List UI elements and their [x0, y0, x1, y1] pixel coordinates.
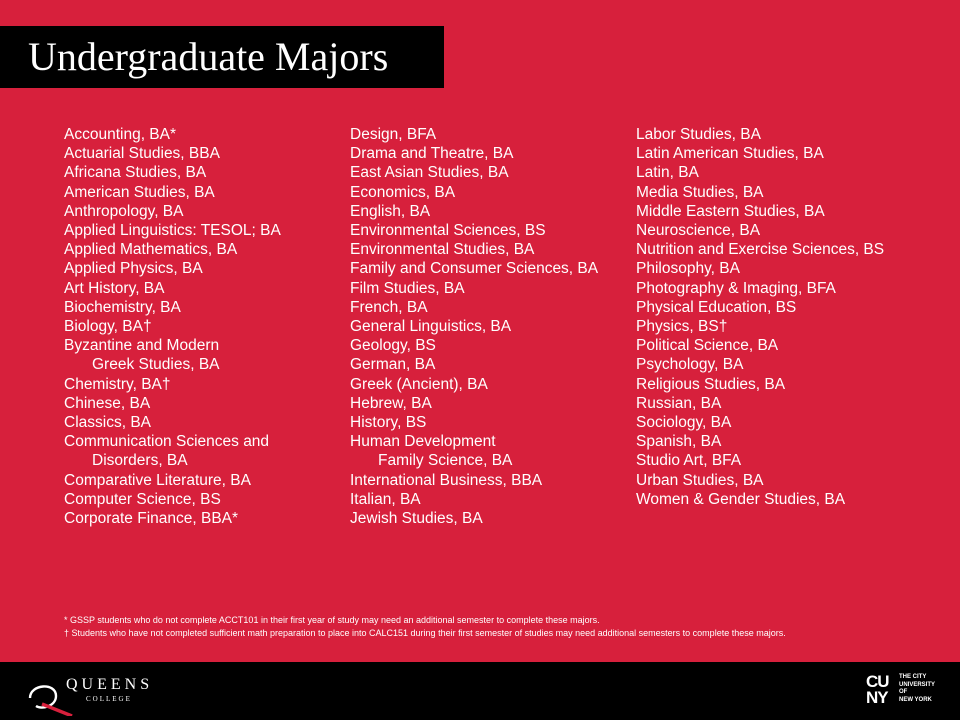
major-item: Africana Studies, BA — [64, 164, 207, 182]
majors-column-3: Labor Studies, BA Latin American Studies,… — [636, 125, 884, 509]
major-item: International Business, BBA — [350, 471, 543, 489]
page-title: Undergraduate Majors — [28, 34, 389, 79]
major-item: Nutrition and Exercise Sciences, BS — [636, 241, 885, 259]
major-item: Applied Mathematics, BA — [64, 241, 238, 259]
q-swash-icon — [28, 685, 73, 716]
major-item: German, BA — [350, 356, 436, 374]
major-item: General Linguistics, BA — [350, 318, 512, 336]
slide: Undergraduate Majors Accounting, BA* Actu… — [0, 0, 960, 662]
major-item: Comparative Literature, BA — [64, 471, 251, 489]
major-item: Economics, BA — [350, 183, 456, 201]
major-item: Biology, BA† — [64, 318, 152, 336]
major-item: Chinese, BA — [64, 394, 151, 412]
cuny-text-line: NEW YORK — [899, 696, 932, 703]
cuny-text-line: OF — [899, 689, 908, 695]
major-item: Women & Gender Studies, BA — [636, 490, 846, 508]
major-item: Hebrew, BA — [350, 394, 432, 412]
major-item-continuation: Disorders, BA — [92, 452, 188, 470]
cuny-logo: CU NY THE CITY UNIVERSITY OF NEW YORK — [866, 672, 956, 710]
major-item: Corporate Finance, BBA* — [64, 510, 239, 528]
major-item: Physical Education, BS — [636, 298, 797, 316]
major-item: Design, BFA — [350, 126, 437, 143]
major-item-continuation: Greek Studies, BA — [92, 356, 220, 374]
major-item: Chemistry, BA† — [64, 375, 171, 393]
major-item: Film Studies, BA — [350, 279, 465, 297]
major-item: Psychology, BA — [636, 356, 744, 374]
cuny-text-line: THE CITY — [899, 674, 927, 680]
major-item: Latin, BA — [636, 164, 699, 182]
major-item: Applied Linguistics: TESOL; BA — [64, 222, 281, 240]
major-item: Communication Sciences and — [64, 433, 270, 451]
footnote-asterisk: * GSSP students who do not complete ACCT… — [64, 615, 600, 625]
major-item: English, BA — [350, 202, 431, 220]
major-item: Applied Physics, BA — [64, 260, 203, 278]
major-item: Physics, BS† — [636, 318, 728, 336]
major-item: Neuroscience, BA — [636, 222, 761, 240]
major-item: Environmental Sciences, BS — [350, 222, 546, 240]
cuny-wordmark: THE CITY UNIVERSITY OF NEW YORK — [899, 674, 935, 704]
major-item: Middle Eastern Studies, BA — [636, 202, 825, 220]
major-item: Religious Studies, BA — [636, 375, 786, 393]
major-item: Greek (Ancient), BA — [350, 375, 488, 393]
major-item: Philosophy, BA — [636, 260, 740, 278]
major-item: Art History, BA — [64, 279, 165, 297]
major-item: Sociology, BA — [636, 414, 732, 432]
cuny-mark-top: CU — [866, 672, 890, 691]
major-item: Actuarial Studies, BBA — [64, 145, 220, 163]
major-item: French, BA — [350, 298, 428, 316]
majors-column-1: Accounting, BA* Actuarial Studies, BBA Afr… — [64, 125, 281, 528]
queens-college-logo: QUEENS COLLEGE — [22, 668, 172, 716]
major-item: History, BS — [350, 414, 427, 432]
major-item: Jewish Studies, BA — [350, 510, 483, 528]
footnotes: * GSSP students who do not complete ACCT… — [64, 614, 786, 640]
major-item: Family and Consumer Sciences, BA — [350, 260, 599, 278]
major-item: Russian, BA — [636, 394, 722, 412]
cuny-mark: CU NY — [866, 672, 896, 707]
major-item: East Asian Studies, BA — [350, 164, 509, 182]
major-item: Classics, BA — [64, 414, 151, 432]
major-item: Urban Studies, BA — [636, 471, 764, 489]
major-item: Studio Art, BFA — [636, 452, 742, 470]
major-item: Photography & Imaging, BFA — [636, 279, 836, 297]
major-item: Anthropology, BA — [64, 202, 184, 220]
cuny-text-line: UNIVERSITY — [899, 681, 936, 688]
major-item-continuation: Family Science, BA — [378, 452, 513, 470]
title-bar: Undergraduate Majors — [0, 26, 444, 88]
college-wordmark: COLLEGE — [86, 695, 132, 703]
major-item: Human Development — [350, 433, 496, 451]
major-item: American Studies, BA — [64, 183, 215, 201]
major-item: Labor Studies, BA — [636, 126, 761, 143]
footnote-dagger: † Students who have not completed suffic… — [64, 628, 786, 638]
major-item: Environmental Studies, BA — [350, 241, 535, 259]
major-item: Computer Science, BS — [64, 490, 221, 508]
queens-wordmark: QUEENS — [66, 676, 154, 693]
major-item: Media Studies, BA — [636, 183, 764, 201]
major-item: Spanish, BA — [636, 433, 722, 451]
cuny-mark-bottom: NY — [866, 688, 889, 707]
major-item: Geology, BS — [350, 337, 436, 355]
footer-bar: QUEENS COLLEGE CU NY THE CITY UNIVERSITY… — [0, 662, 960, 720]
major-item: Accounting, BA* — [64, 126, 177, 143]
majors-column-2: Design, BFA Drama and Theatre, BA East Asi… — [350, 125, 598, 528]
major-item: Political Science, BA — [636, 337, 779, 355]
major-item: Italian, BA — [350, 490, 421, 508]
major-item: Latin American Studies, BA — [636, 145, 824, 163]
major-item: Biochemistry, BA — [64, 298, 181, 316]
major-item: Byzantine and Modern — [64, 337, 220, 355]
major-item: Drama and Theatre, BA — [350, 145, 514, 163]
